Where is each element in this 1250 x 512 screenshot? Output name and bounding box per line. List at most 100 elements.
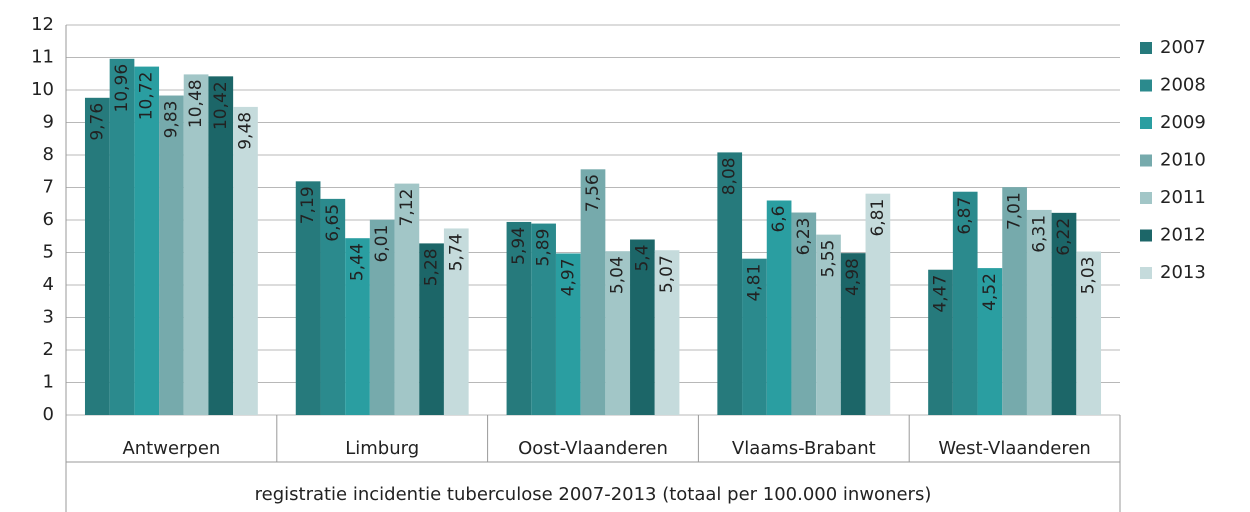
value-label: 6,81 xyxy=(868,199,888,237)
bar xyxy=(555,253,581,415)
value-label: 10,48 xyxy=(186,79,206,128)
y-tick-label: 10 xyxy=(31,79,54,100)
bar xyxy=(208,76,234,415)
value-label: 10,96 xyxy=(112,64,132,113)
bar xyxy=(1026,209,1052,415)
y-tick-label: 6 xyxy=(43,209,54,230)
bar xyxy=(605,251,631,415)
bar xyxy=(717,152,743,415)
value-label: 10,42 xyxy=(211,81,231,130)
bar xyxy=(630,239,655,415)
value-label: 7,12 xyxy=(397,189,417,227)
y-tick-label: 0 xyxy=(43,404,54,425)
value-label: 4,98 xyxy=(843,258,863,296)
legend-swatch xyxy=(1140,267,1152,279)
bar xyxy=(419,243,444,415)
y-tick-label: 3 xyxy=(43,307,54,328)
bar xyxy=(345,238,370,415)
bar xyxy=(952,191,978,415)
y-tick-label: 12 xyxy=(31,14,54,35)
value-label: 7,01 xyxy=(1005,192,1025,230)
bar xyxy=(1002,187,1027,415)
legend-label: 2008 xyxy=(1160,75,1206,96)
value-label: 4,47 xyxy=(931,275,951,313)
value-label: 5,74 xyxy=(446,233,466,271)
value-label: 6,22 xyxy=(1054,218,1074,256)
y-tick-label: 1 xyxy=(43,372,54,393)
legend-label: 2011 xyxy=(1160,187,1206,208)
x-tick-label: Antwerpen xyxy=(122,438,220,459)
y-tick-label: 4 xyxy=(43,274,54,295)
bar xyxy=(928,269,953,415)
bar xyxy=(1051,212,1077,415)
bar xyxy=(506,221,532,415)
bar xyxy=(531,223,556,415)
bar xyxy=(742,258,767,415)
bar xyxy=(1076,251,1102,415)
bar xyxy=(394,183,420,415)
x-tick-label: Oost-Vlaanderen xyxy=(518,438,668,459)
x-tick-label: Vlaams-Brabant xyxy=(732,438,876,459)
bar xyxy=(791,212,817,415)
value-label: 9,76 xyxy=(87,103,107,141)
legend-label: 2010 xyxy=(1160,150,1206,171)
bar xyxy=(84,97,110,416)
legend-label: 2007 xyxy=(1160,37,1206,58)
bar xyxy=(159,95,184,416)
value-label: 5,44 xyxy=(348,243,368,281)
value-label: 6,01 xyxy=(372,225,392,263)
value-label: 4,81 xyxy=(744,264,764,302)
bar xyxy=(233,106,258,416)
bar xyxy=(977,268,1003,415)
legend-swatch xyxy=(1140,192,1152,204)
bar xyxy=(580,169,606,415)
value-label: 10,72 xyxy=(137,72,157,121)
bar xyxy=(183,74,209,416)
value-label: 6,87 xyxy=(955,197,975,235)
x-axis-title: registratie incidentie tuberculose 2007-… xyxy=(255,484,932,505)
y-tick-label: 7 xyxy=(43,177,54,198)
y-tick-label: 2 xyxy=(43,339,54,360)
x-tick-label: West-Vlaanderen xyxy=(938,438,1090,459)
y-tick-label: 8 xyxy=(43,144,54,165)
legend-label: 2012 xyxy=(1160,225,1206,246)
value-label: 5,4 xyxy=(632,245,652,272)
bar xyxy=(766,200,792,415)
legend-swatch xyxy=(1140,117,1152,129)
bar xyxy=(816,234,841,415)
value-label: 6,31 xyxy=(1029,215,1049,253)
bar xyxy=(654,250,680,415)
legend-swatch xyxy=(1140,154,1152,167)
legend-label: 2009 xyxy=(1160,112,1206,133)
legend-swatch xyxy=(1140,79,1152,92)
value-label: 5,04 xyxy=(608,256,628,294)
value-label: 4,52 xyxy=(980,273,1000,311)
bar xyxy=(443,228,469,415)
bar xyxy=(320,198,346,415)
value-label: 5,89 xyxy=(534,229,554,267)
value-label: 5,03 xyxy=(1079,257,1099,295)
value-label: 5,28 xyxy=(422,248,442,286)
legend-label: 2013 xyxy=(1160,262,1206,283)
value-label: 6,65 xyxy=(323,204,343,242)
bar xyxy=(134,66,160,415)
y-tick-label: 11 xyxy=(31,47,54,68)
value-label: 8,08 xyxy=(720,157,740,195)
bar xyxy=(369,219,395,415)
value-label: 7,56 xyxy=(583,174,603,212)
value-label: 7,19 xyxy=(298,186,318,224)
value-label: 4,97 xyxy=(558,258,578,296)
value-label: 6,6 xyxy=(769,206,789,233)
bar xyxy=(865,193,891,415)
bar xyxy=(840,253,866,415)
value-label: 5,94 xyxy=(509,227,529,265)
legend-swatch xyxy=(1140,42,1152,54)
value-label: 9,83 xyxy=(161,101,181,139)
y-tick-label: 9 xyxy=(43,112,54,133)
legend-swatch xyxy=(1140,229,1152,242)
value-label: 5,55 xyxy=(818,240,838,278)
x-tick-label: Limburg xyxy=(345,438,419,459)
y-tick-label: 5 xyxy=(43,242,54,263)
value-label: 9,48 xyxy=(235,112,255,150)
